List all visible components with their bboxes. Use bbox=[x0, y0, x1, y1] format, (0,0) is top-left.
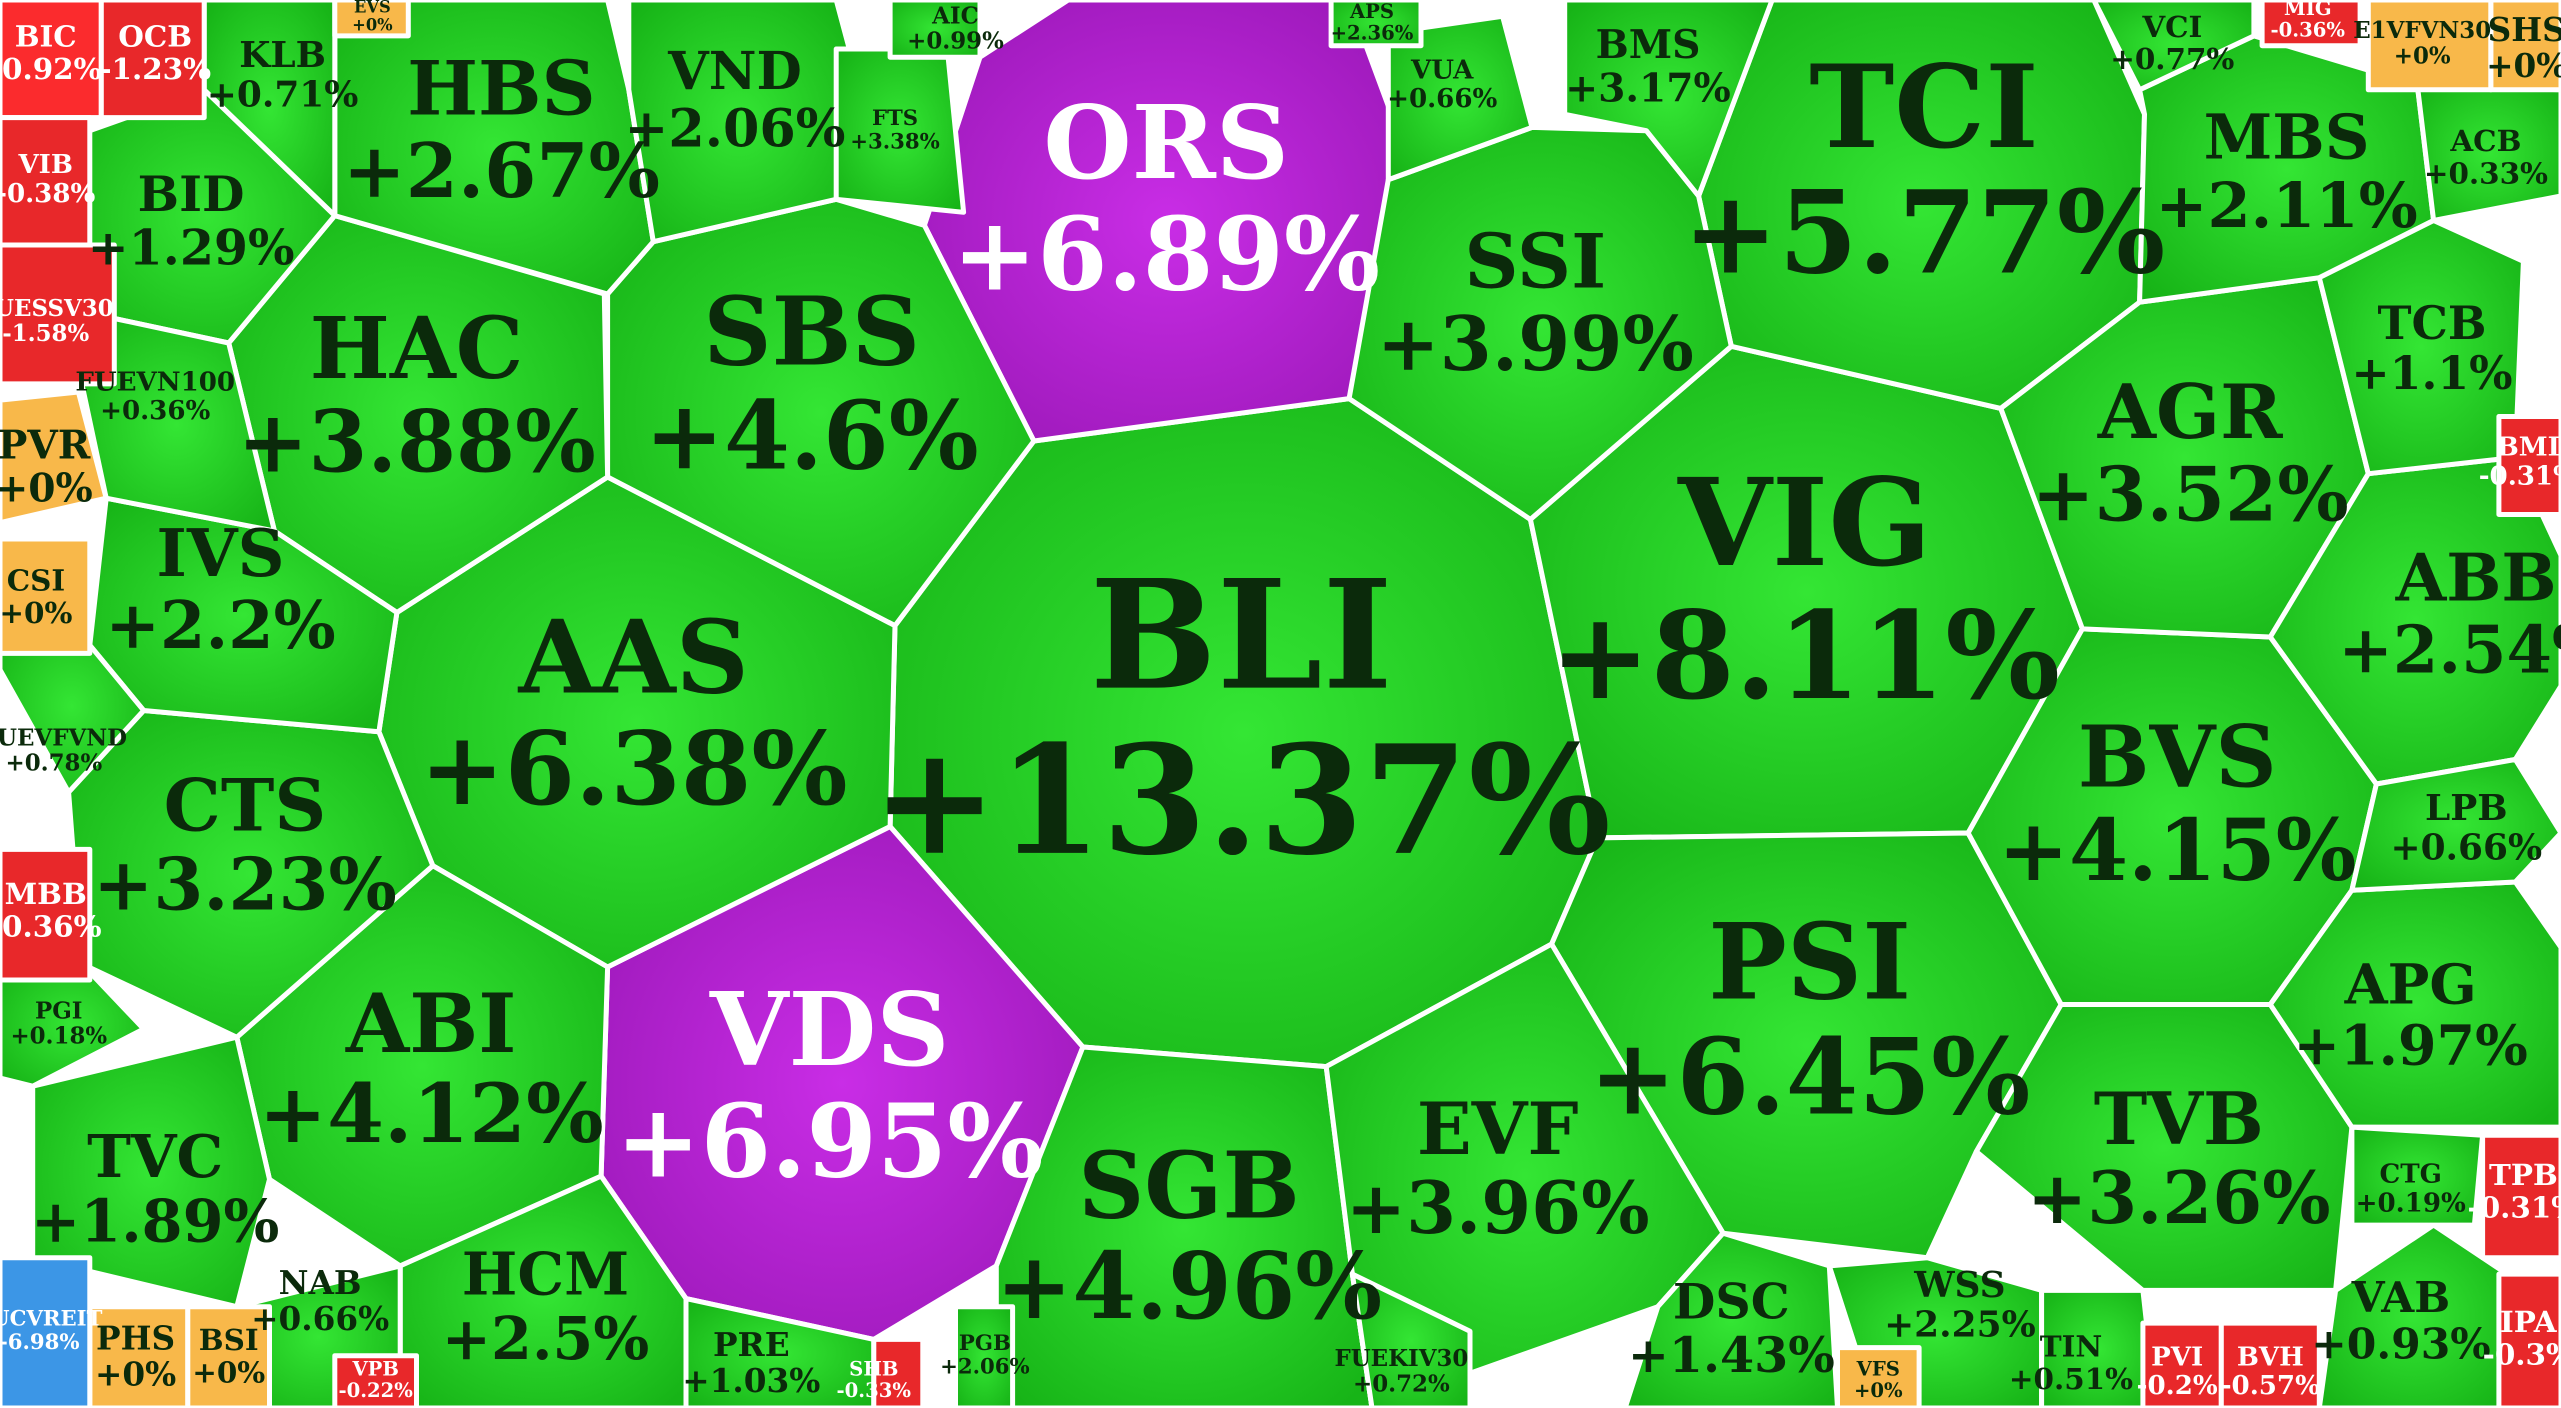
stock-cell-ocb[interactable] bbox=[98, 0, 207, 121]
stock-cell-ctg[interactable] bbox=[2349, 1124, 2486, 1228]
stock-cell-bms[interactable] bbox=[1562, 0, 1775, 199]
stock-cell-pgb[interactable] bbox=[953, 1304, 1016, 1408]
stock-cell-vua[interactable] bbox=[1385, 13, 1535, 183]
stock-cell-acb[interactable] bbox=[2414, 82, 2561, 223]
stock-cell-pre[interactable] bbox=[683, 1296, 877, 1408]
stock-cell-bvh[interactable] bbox=[2218, 1320, 2322, 1408]
stock-cell-lpb[interactable] bbox=[2349, 757, 2561, 893]
stock-cell-dsc[interactable] bbox=[1622, 1230, 1840, 1408]
stock-cell-vab[interactable] bbox=[2316, 1222, 2510, 1408]
stock-cell-phs[interactable] bbox=[87, 1304, 191, 1408]
stock-cell-fuekiv30[interactable] bbox=[1349, 1271, 1473, 1408]
stock-cell-evs[interactable] bbox=[332, 0, 411, 39]
stock-cell-shb[interactable] bbox=[871, 1336, 926, 1408]
stock-cell-aps[interactable] bbox=[1328, 0, 1424, 49]
stock-cell-pvr[interactable] bbox=[0, 389, 109, 526]
stock-cell-csi[interactable] bbox=[0, 536, 93, 656]
stock-cell-fucvreit[interactable] bbox=[0, 1255, 93, 1408]
stock-cell-bmi[interactable] bbox=[2496, 414, 2561, 517]
stock-cell-fuessv30[interactable] bbox=[0, 242, 117, 387]
stock-cell-pvi[interactable] bbox=[2140, 1320, 2224, 1408]
stock-cell-ssi[interactable] bbox=[1346, 124, 1734, 522]
stock-cell-tpb[interactable] bbox=[2480, 1132, 2561, 1261]
stock-cell-shs[interactable] bbox=[2488, 0, 2561, 93]
stock-cell-tvc[interactable] bbox=[30, 1034, 272, 1310]
stock-cell-tin[interactable] bbox=[2039, 1287, 2159, 1408]
stock-cell-vpb[interactable] bbox=[332, 1353, 419, 1408]
stock-cell-vib[interactable] bbox=[0, 115, 93, 248]
stock-cell-ipa[interactable] bbox=[2496, 1271, 2561, 1408]
stock-cell-fuevfvnd[interactable] bbox=[0, 618, 147, 795]
stock-cell-e1vfvn30[interactable] bbox=[2365, 0, 2494, 93]
stock-cell-fts[interactable] bbox=[833, 46, 967, 215]
stock-cell-tcb[interactable] bbox=[2316, 218, 2526, 477]
stock-cell-aic[interactable] bbox=[887, 0, 983, 60]
stock-cell-bsi[interactable] bbox=[185, 1304, 272, 1408]
stock-cell-mig[interactable] bbox=[2259, 0, 2363, 49]
stock-cell-vfs[interactable] bbox=[1835, 1345, 1922, 1408]
stock-cell-vci[interactable] bbox=[2091, 0, 2257, 93]
stock-cell-vnd[interactable] bbox=[626, 0, 852, 245]
stock-cell-bic[interactable] bbox=[0, 0, 104, 121]
stock-cell-mbb[interactable] bbox=[0, 846, 93, 983]
